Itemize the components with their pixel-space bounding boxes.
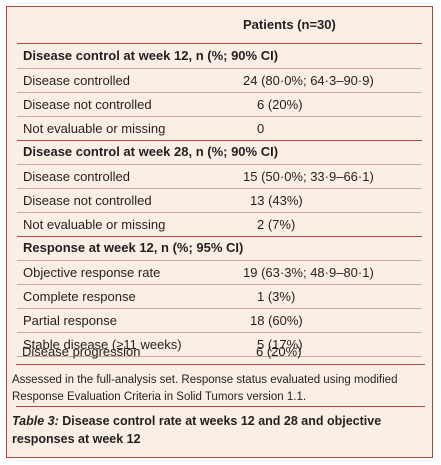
divider (17, 284, 422, 285)
row-value: 18 (60%) (250, 313, 303, 328)
section-rule (17, 236, 422, 237)
divider (17, 332, 422, 333)
table-bottom-rule (16, 364, 425, 365)
row-label: Disease not controlled (23, 97, 152, 112)
section-rule (17, 140, 422, 141)
table-row: Complete response 1 (3%) (17, 285, 422, 308)
row-value: 2 (7%) (257, 217, 296, 232)
row-label: Disease not controlled (23, 193, 152, 208)
row-value: 5 (17%) (257, 337, 303, 352)
divider (17, 212, 422, 213)
row-value: 13 (43%) (250, 193, 303, 208)
column-header-patients: Patients (n=30) (243, 17, 336, 32)
table-caption: Table 3: Disease control rate at weeks 1… (12, 412, 417, 448)
divider (17, 308, 422, 309)
table-row: Partial response 18 (60%) (17, 309, 422, 332)
divider (17, 92, 422, 93)
row-value: 15 (50·0%; 33·9–66·1) (243, 169, 374, 184)
header-rule (17, 43, 422, 44)
row-label: Complete response (23, 289, 136, 304)
table-row: Disease progression 6 (20%) (16, 340, 425, 363)
row-label: Objective response rate (23, 265, 161, 280)
table-row: Objective response rate 19 (63·3%; 48·9–… (17, 261, 422, 284)
row-label: Disease controlled (23, 169, 130, 184)
row-value: 6 (20%) (256, 344, 302, 359)
divider (17, 68, 422, 69)
row-label: Stable disease (≥11 weeks) (23, 337, 182, 352)
table-row: Disease controlled 15 (50·0%; 33·9–66·1) (17, 165, 422, 188)
row-value: 0 (257, 121, 265, 136)
divider (17, 188, 422, 189)
table-row: Stable disease (≥11 weeks) 5 (17%) (17, 333, 422, 356)
section-title: Disease control at week 28, n (%; 90% CI… (23, 144, 279, 159)
caption-label: Table 3: (12, 414, 59, 428)
caption-text: Disease control rate at weeks 12 and 28 … (12, 414, 382, 446)
section-title: Response at week 12, n (%; 95% CI) (23, 240, 244, 255)
table-row: Not evaluable or missing 2 (7%) (17, 213, 422, 236)
row-value: 1 (3%) (257, 289, 296, 304)
row-label: Disease progression (22, 344, 141, 359)
row-value: 19 (63·3%; 48·9–80·1) (243, 265, 374, 280)
table-header: Patients (n=30) (7, 7, 432, 43)
row-label: Not evaluable or missing (23, 121, 166, 136)
divider (17, 356, 422, 357)
row-value: 24 (80·0%; 64·3–90·9) (243, 73, 374, 88)
caption-rule (16, 406, 425, 407)
divider (17, 116, 422, 117)
divider (17, 260, 422, 261)
table-panel: Patients (n=30) Disease control at week … (6, 6, 433, 458)
table-row: Not evaluable or missing 0 (17, 117, 422, 140)
divider (17, 164, 422, 165)
table-row: Disease controlled 24 (80·0%; 64·3–90·9) (17, 69, 422, 92)
section-title: Disease control at week 12, n (%; 90% CI… (23, 48, 279, 63)
row-label: Not evaluable or missing (23, 217, 166, 232)
row-value: 6 (20%) (257, 97, 303, 112)
row-label: Disease controlled (23, 73, 130, 88)
table-footnote: Assessed in the full-analysis set. Respo… (12, 374, 398, 403)
table-row: Disease not controlled 13 (43%) (17, 189, 422, 212)
row-label: Partial response (23, 313, 117, 328)
table-row: Disease not controlled 6 (20%) (17, 93, 422, 116)
